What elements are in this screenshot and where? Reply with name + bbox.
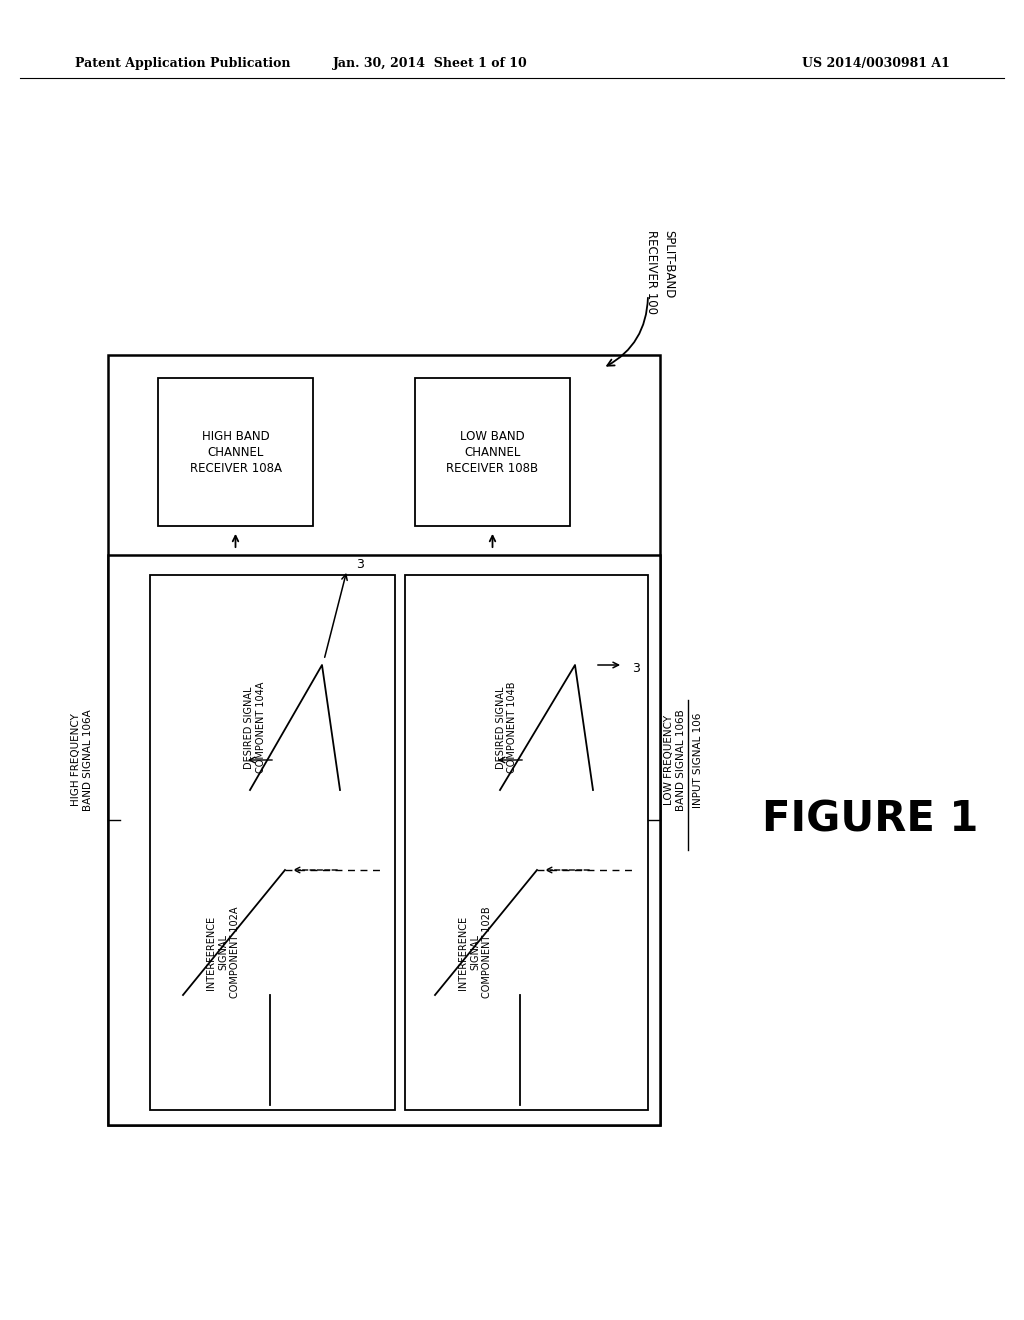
- Bar: [158, 378, 313, 525]
- Text: US 2014/0030981 A1: US 2014/0030981 A1: [802, 57, 950, 70]
- Text: INPUT SIGNAL 106: INPUT SIGNAL 106: [693, 713, 703, 808]
- Text: LOW BAND
CHANNEL
RECEIVER 108B: LOW BAND CHANNEL RECEIVER 108B: [446, 429, 539, 474]
- Text: SPLIT-BAND
RECEIVER 100: SPLIT-BAND RECEIVER 100: [645, 230, 675, 314]
- Text: Patent Application Publication: Patent Application Publication: [75, 57, 291, 70]
- Text: 3: 3: [356, 558, 364, 572]
- Bar: [150, 576, 395, 1110]
- Text: HIGH BAND
CHANNEL
RECEIVER 108A: HIGH BAND CHANNEL RECEIVER 108A: [189, 429, 282, 474]
- Text: INTERFERENCE
SIGNAL
COMPONENT 102A: INTERFERENCE SIGNAL COMPONENT 102A: [207, 907, 240, 998]
- Text: Jan. 30, 2014  Sheet 1 of 10: Jan. 30, 2014 Sheet 1 of 10: [333, 57, 527, 70]
- Text: LOW FREQUENCY
BAND SIGNAL 106B: LOW FREQUENCY BAND SIGNAL 106B: [665, 709, 686, 810]
- Text: DESIRED SIGNAL
COMPONENT 104A: DESIRED SIGNAL COMPONENT 104A: [244, 682, 266, 774]
- Bar: [415, 378, 570, 525]
- Text: 3: 3: [632, 661, 640, 675]
- FancyArrowPatch shape: [607, 298, 648, 366]
- Text: HIGH FREQUENCY
BAND SIGNAL 106A: HIGH FREQUENCY BAND SIGNAL 106A: [72, 709, 93, 810]
- Text: DESIRED SIGNAL
COMPONENT 104B: DESIRED SIGNAL COMPONENT 104B: [496, 681, 517, 774]
- Bar: [108, 355, 660, 1125]
- Bar: [108, 554, 660, 1125]
- Text: INTERFERENCE
SIGNAL
COMPONENT 102B: INTERFERENCE SIGNAL COMPONENT 102B: [459, 907, 492, 998]
- Bar: [406, 576, 648, 1110]
- Text: FIGURE 1: FIGURE 1: [762, 799, 978, 841]
